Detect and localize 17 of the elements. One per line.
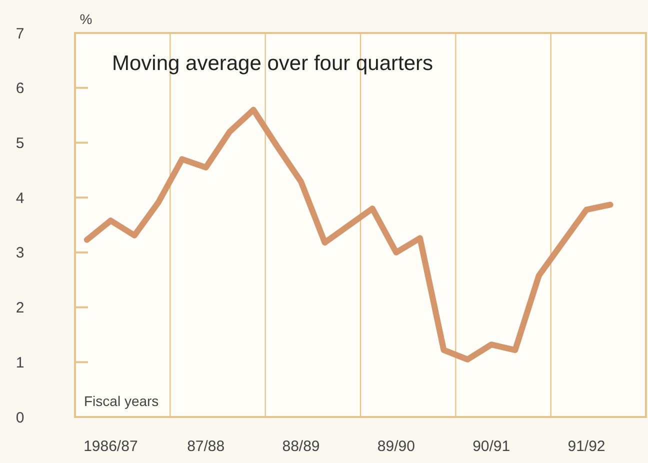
y-tick-label: 5	[16, 134, 24, 152]
y-tick-label: 3	[16, 244, 24, 262]
y-axis-title: %	[80, 11, 92, 27]
text: Moving average over four quarters	[112, 52, 433, 75]
y-tick-label: 2	[16, 300, 24, 317]
x-tick-label: 90/91	[472, 438, 510, 455]
x-axis-title: Fiscal years	[84, 393, 159, 409]
y-tick-label: 6	[16, 80, 24, 98]
y-tick-label: 4	[16, 190, 24, 207]
x-tick-label: 88/89	[282, 438, 320, 455]
y-tick-label: 0	[16, 409, 24, 426]
x-tick-label: 1986/87	[84, 438, 138, 455]
x-tick-label: 89/90	[377, 438, 415, 455]
y-tick-label: 7	[16, 25, 24, 42]
x-tick-label: 87/88	[187, 438, 225, 455]
y-tick-label: 1	[16, 354, 24, 372]
x-tick-label: 91/92	[568, 438, 606, 455]
